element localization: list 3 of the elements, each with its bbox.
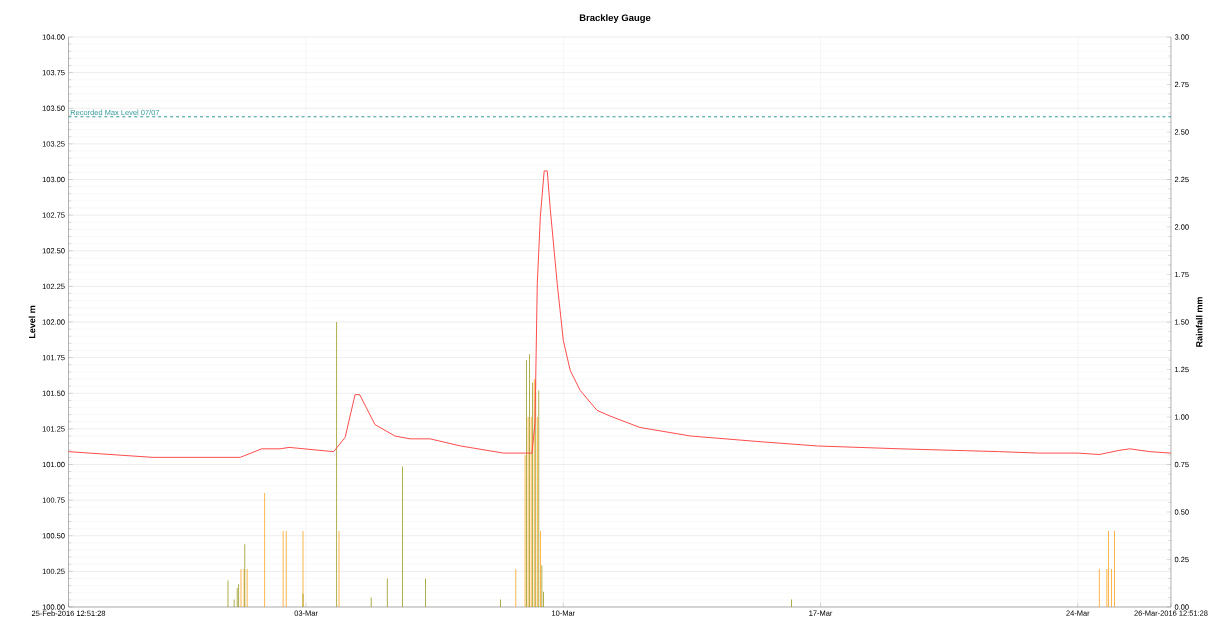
y2-axis-title: Rainfall mm <box>1195 297 1203 347</box>
chart-title: Brackley Gauge <box>579 14 651 23</box>
y-axis-title: Level m <box>28 305 36 339</box>
